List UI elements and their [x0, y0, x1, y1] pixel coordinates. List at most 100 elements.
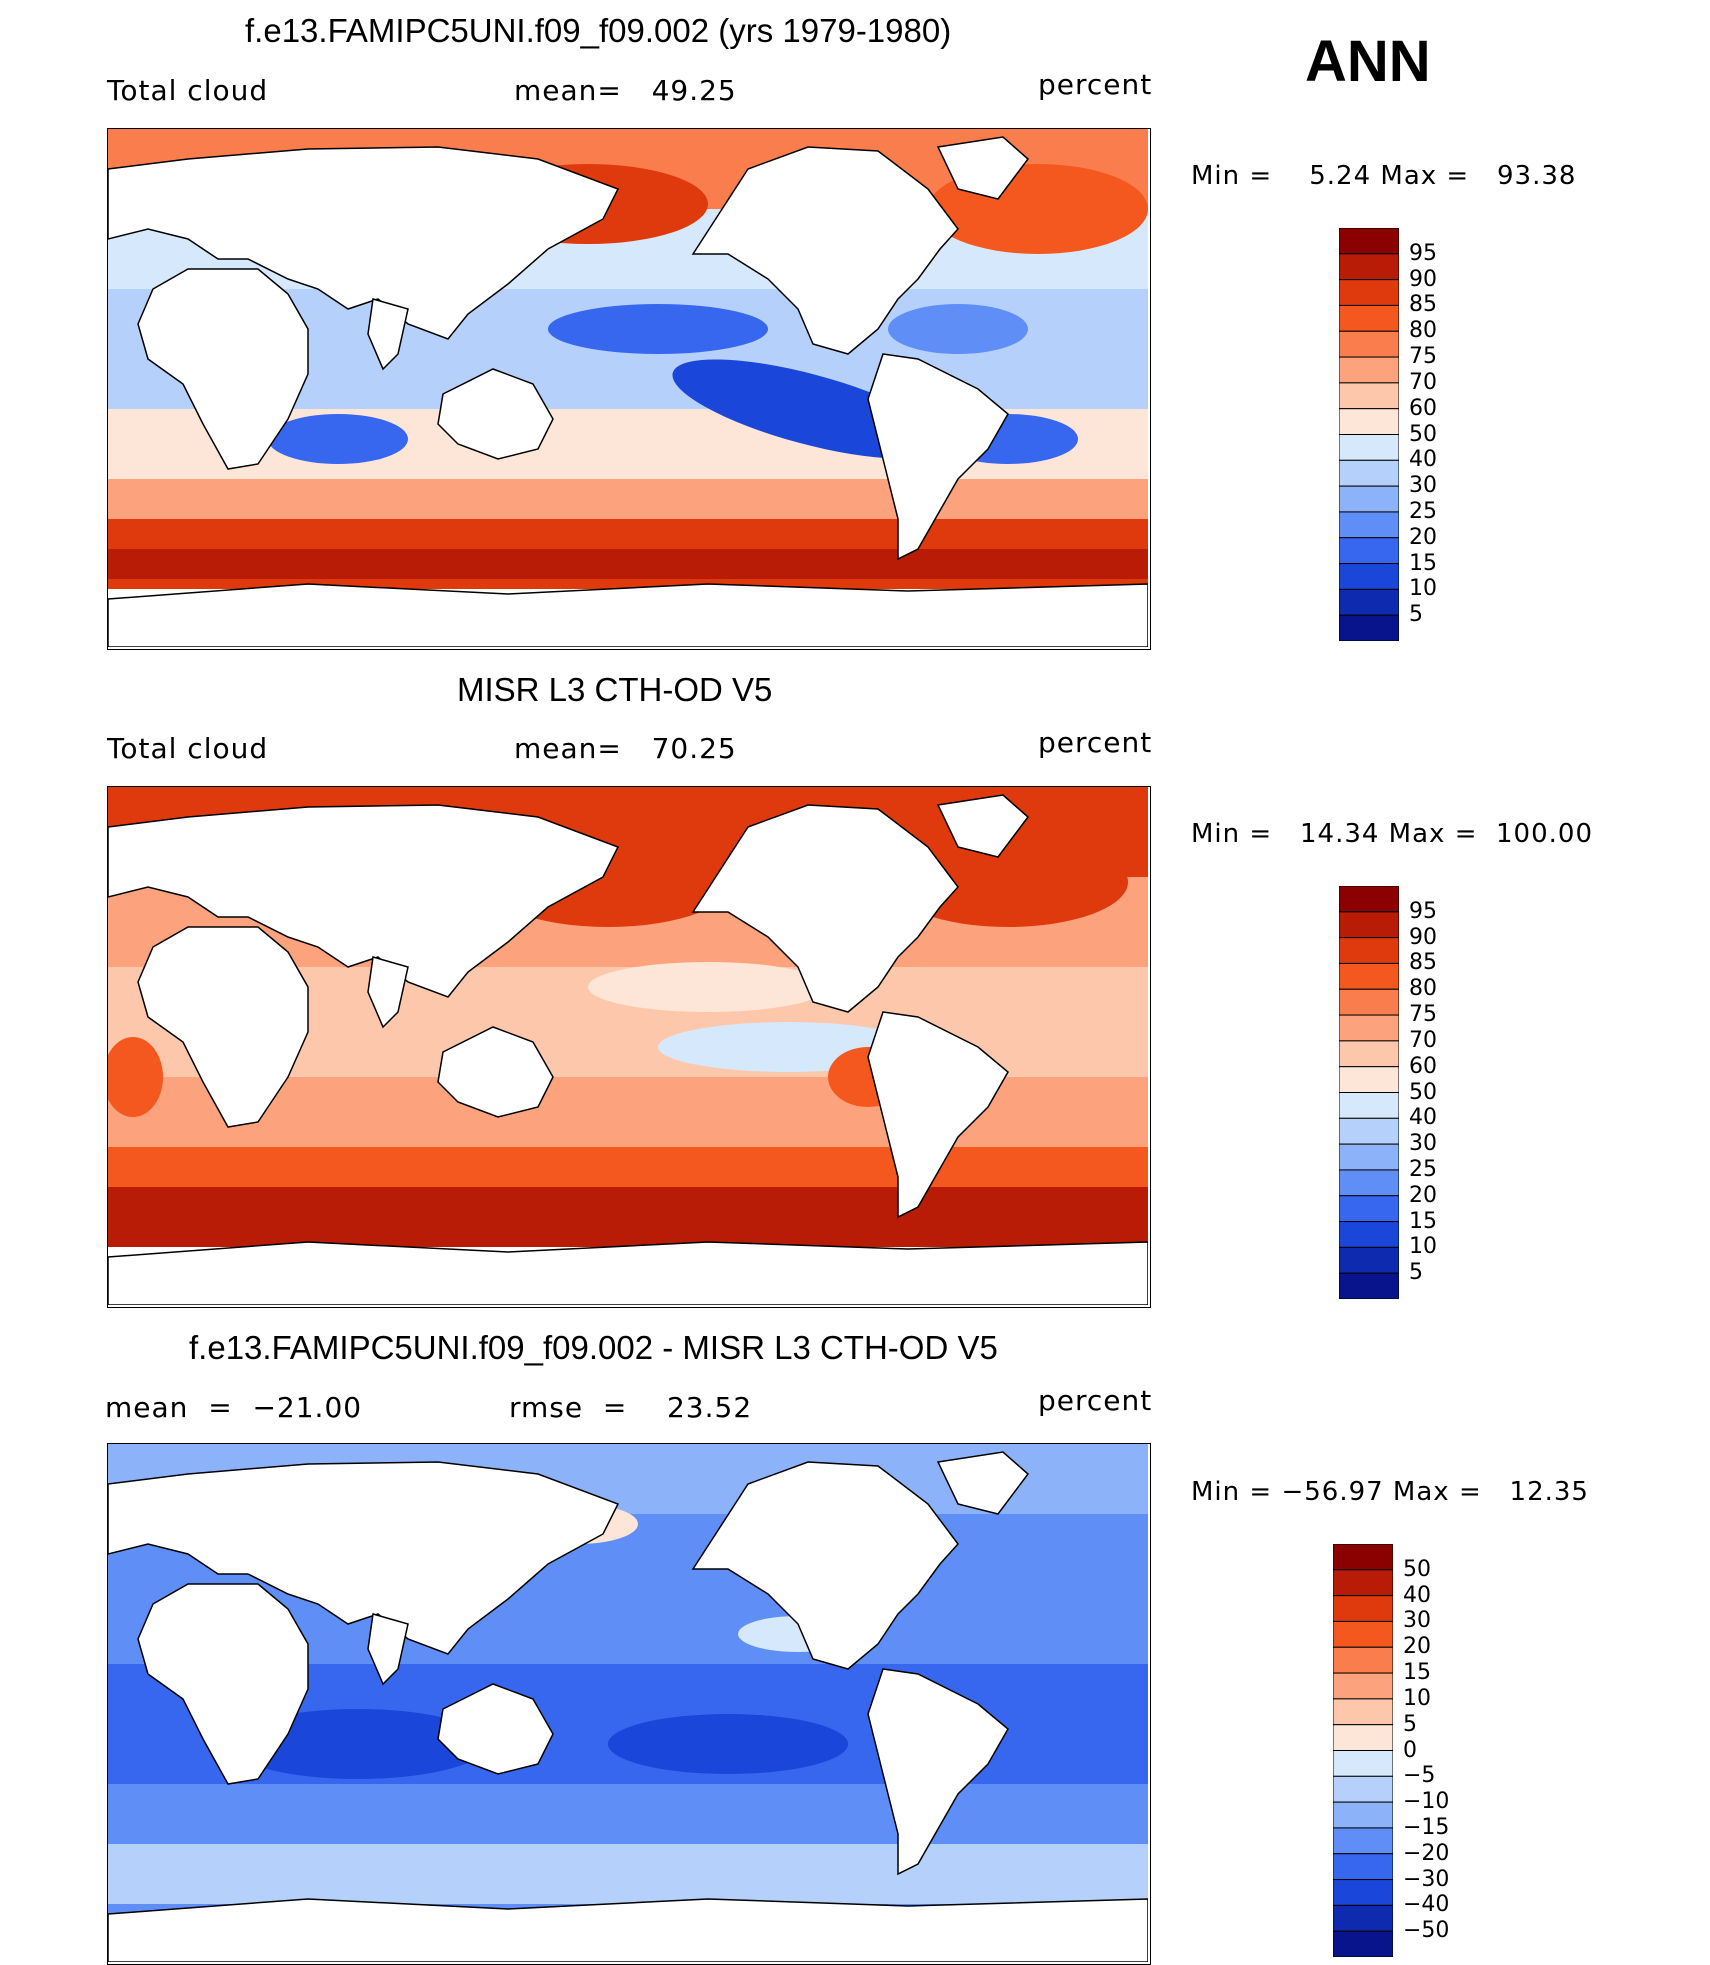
- colorbar-swatch: [1339, 304, 1399, 332]
- colorbar-swatch: [1339, 614, 1399, 641]
- colorbar-swatch: [1339, 1092, 1399, 1119]
- colorbar-tick-label: 80: [1409, 976, 1437, 1002]
- colorbar-swatch: [1339, 511, 1399, 539]
- colorbar-swatch: [1339, 408, 1399, 435]
- colorbar-swatch: [1339, 886, 1399, 913]
- colorbar-swatch: [1339, 279, 1399, 306]
- colorbar-tick-label: 75: [1409, 344, 1437, 370]
- colorbar-swatch: [1339, 1117, 1399, 1145]
- colorbar-swatch: [1339, 1195, 1399, 1223]
- colorbar-swatch: [1339, 485, 1399, 513]
- colorbar-swatch: [1333, 1801, 1393, 1829]
- panel3-title: f.e13.FAMIPC5UNI.f09_f09.002 - MISR L3 C…: [189, 1329, 998, 1366]
- panel3-map: [107, 1443, 1151, 1965]
- panel1-minmax: Min = 5.24 Max = 93.38: [1191, 161, 1577, 191]
- colorbar-tick-label: 10: [1409, 1234, 1437, 1260]
- colorbar-tick-label: 20: [1409, 1182, 1437, 1208]
- panel3-rmse-label: rmse = 23.52: [509, 1391, 753, 1424]
- colorbar-tick-label: 15: [1403, 1660, 1431, 1686]
- colorbar-tick-label: 5: [1403, 1711, 1417, 1737]
- colorbar-tick-label: 15: [1409, 550, 1437, 576]
- panel2-title: MISR L3 CTH-OD V5: [457, 671, 773, 708]
- panel2-units-label: percent: [1038, 726, 1153, 759]
- colorbar-tick-label: −10: [1403, 1789, 1450, 1815]
- colorbar-tick-label: −5: [1403, 1763, 1436, 1789]
- colorbar-swatch: [1339, 1221, 1399, 1248]
- map-field: [108, 1444, 1148, 1962]
- colorbar-swatch: [1333, 1620, 1393, 1648]
- colorbar-swatch: [1333, 1698, 1393, 1726]
- colorbar-swatch: [1333, 1544, 1393, 1571]
- colorbar-tick-label: 90: [1409, 266, 1437, 292]
- colorbar-swatch: [1339, 563, 1399, 590]
- panel2-map: [107, 786, 1151, 1308]
- map-field: [108, 129, 1148, 647]
- panel3-units-label: percent: [1038, 1384, 1153, 1417]
- colorbar-tick-label: 5: [1409, 1260, 1423, 1286]
- colorbar-swatch: [1339, 1014, 1399, 1042]
- colorbar-tick-label: 0: [1403, 1737, 1417, 1763]
- panel1-mean-label: mean= 49.25: [514, 74, 737, 107]
- colorbar-tick-label: −15: [1403, 1814, 1450, 1840]
- colorbar-swatch: [1339, 382, 1399, 410]
- panel2-mean-label: mean= 70.25: [514, 732, 737, 765]
- colorbar-tick-label: 85: [1409, 950, 1437, 976]
- colorbar-swatch: [1333, 1569, 1393, 1597]
- colorbar-tick-label: 95: [1409, 240, 1437, 266]
- colorbar-swatch: [1333, 1646, 1393, 1674]
- colorbar-swatch: [1339, 434, 1399, 461]
- colorbar-svg: [1333, 1544, 1393, 1957]
- colorbar-tick-label: 25: [1409, 1156, 1437, 1182]
- colorbar-swatch: [1333, 1750, 1393, 1777]
- colorbar-tick-label: 70: [1409, 369, 1437, 395]
- colorbar-tick-label: 40: [1403, 1582, 1431, 1608]
- colorbar-swatch: [1339, 1169, 1399, 1197]
- panel1-left-label: Total cloud: [107, 74, 269, 107]
- colorbar-swatch: [1339, 459, 1399, 487]
- colorbar-swatch: [1339, 911, 1399, 939]
- colorbar-tick-label: 50: [1409, 1079, 1437, 1105]
- colorbar-swatch: [1333, 1595, 1393, 1622]
- panel3-colorbar: 50 40 30 20 15 10 5 0 −5 −10 −15 −20 −30 −40 −50: [1333, 1544, 1449, 1957]
- colorbar-tick-label: −50: [1403, 1918, 1450, 1944]
- panel1-units-label: percent: [1038, 68, 1153, 101]
- colorbar-swatch: [1339, 253, 1399, 281]
- colorbar-tick-label: 50: [1409, 421, 1437, 447]
- colorbar-tick-label: 95: [1409, 898, 1437, 924]
- colorbar-tick-label: 80: [1409, 318, 1437, 344]
- colorbar-tick-label: 15: [1409, 1208, 1437, 1234]
- colorbar-swatch: [1339, 356, 1399, 384]
- colorbar-tick-label: 30: [1403, 1608, 1431, 1634]
- colorbar-tick-label: 10: [1409, 576, 1437, 602]
- colorbar-tick-label: 70: [1409, 1027, 1437, 1053]
- colorbar-swatch: [1333, 1827, 1393, 1855]
- panel3-left-label: mean = −21.00: [105, 1391, 363, 1424]
- colorbar-tick-label: 20: [1409, 524, 1437, 550]
- colorbar-swatch: [1339, 1040, 1399, 1068]
- colorbar-swatch: [1339, 1272, 1399, 1299]
- colorbar-swatch: [1333, 1672, 1393, 1700]
- panel2-minmax: Min = 14.34 Max = 100.00: [1191, 819, 1593, 849]
- colorbar-tick-label: 20: [1403, 1634, 1431, 1660]
- colorbar-swatch: [1339, 588, 1399, 616]
- panel3-minmax: Min = −56.97 Max = 12.35: [1191, 1477, 1589, 1507]
- colorbar-tick-label: 50: [1403, 1556, 1431, 1582]
- colorbar-swatch: [1339, 330, 1399, 358]
- colorbar-swatch: [1333, 1853, 1393, 1881]
- panel2-colorbar: 95 90 85 80 75 70 60 50 40 30 25 20 15 10 5: [1339, 886, 1437, 1299]
- colorbar-tick-label: 30: [1409, 473, 1437, 499]
- colorbar-tick-label: −40: [1403, 1892, 1450, 1918]
- colorbar-swatch: [1339, 1143, 1399, 1171]
- colorbar-tick-label: 30: [1409, 1131, 1437, 1157]
- colorbar-swatch: [1339, 1246, 1399, 1274]
- colorbar-tick-label: 5: [1409, 602, 1423, 628]
- colorbar-swatch: [1339, 1066, 1399, 1093]
- map-field: [108, 787, 1148, 1305]
- season-label: ANN: [1305, 29, 1431, 94]
- panel1-map: [107, 128, 1151, 650]
- colorbar-svg: [1339, 228, 1399, 641]
- panel2-left-label: Total cloud: [107, 732, 269, 765]
- colorbar-swatch: [1333, 1930, 1393, 1957]
- colorbar-tick-label: 60: [1409, 395, 1437, 421]
- colorbar-tick-label: 40: [1409, 1105, 1437, 1131]
